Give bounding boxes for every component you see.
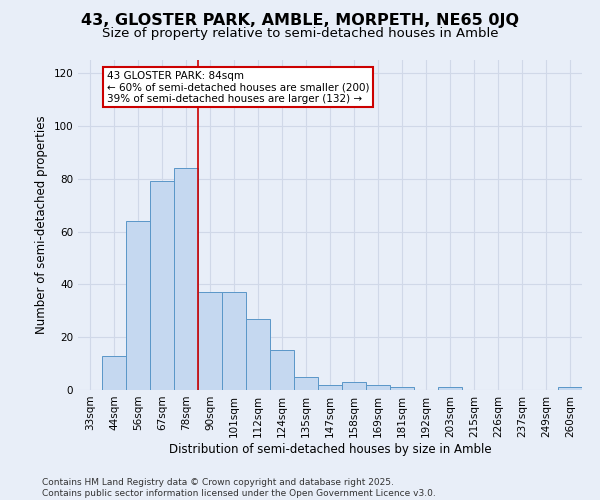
- Bar: [318, 384, 342, 390]
- Bar: [126, 221, 150, 390]
- Bar: [270, 350, 294, 390]
- Bar: [390, 388, 414, 390]
- Text: 43 GLOSTER PARK: 84sqm
← 60% of semi-detached houses are smaller (200)
39% of se: 43 GLOSTER PARK: 84sqm ← 60% of semi-det…: [107, 70, 370, 104]
- Y-axis label: Number of semi-detached properties: Number of semi-detached properties: [35, 116, 48, 334]
- Bar: [198, 292, 222, 390]
- Bar: [222, 292, 246, 390]
- Bar: [366, 384, 390, 390]
- Bar: [342, 382, 366, 390]
- Text: 43, GLOSTER PARK, AMBLE, MORPETH, NE65 0JQ: 43, GLOSTER PARK, AMBLE, MORPETH, NE65 0…: [81, 12, 519, 28]
- Bar: [558, 388, 582, 390]
- Bar: [246, 318, 270, 390]
- X-axis label: Distribution of semi-detached houses by size in Amble: Distribution of semi-detached houses by …: [169, 442, 491, 456]
- Bar: [102, 356, 126, 390]
- Text: Size of property relative to semi-detached houses in Amble: Size of property relative to semi-detach…: [102, 28, 498, 40]
- Text: Contains HM Land Registry data © Crown copyright and database right 2025.
Contai: Contains HM Land Registry data © Crown c…: [42, 478, 436, 498]
- Bar: [174, 168, 198, 390]
- Bar: [438, 388, 462, 390]
- Bar: [150, 182, 174, 390]
- Bar: [294, 377, 318, 390]
